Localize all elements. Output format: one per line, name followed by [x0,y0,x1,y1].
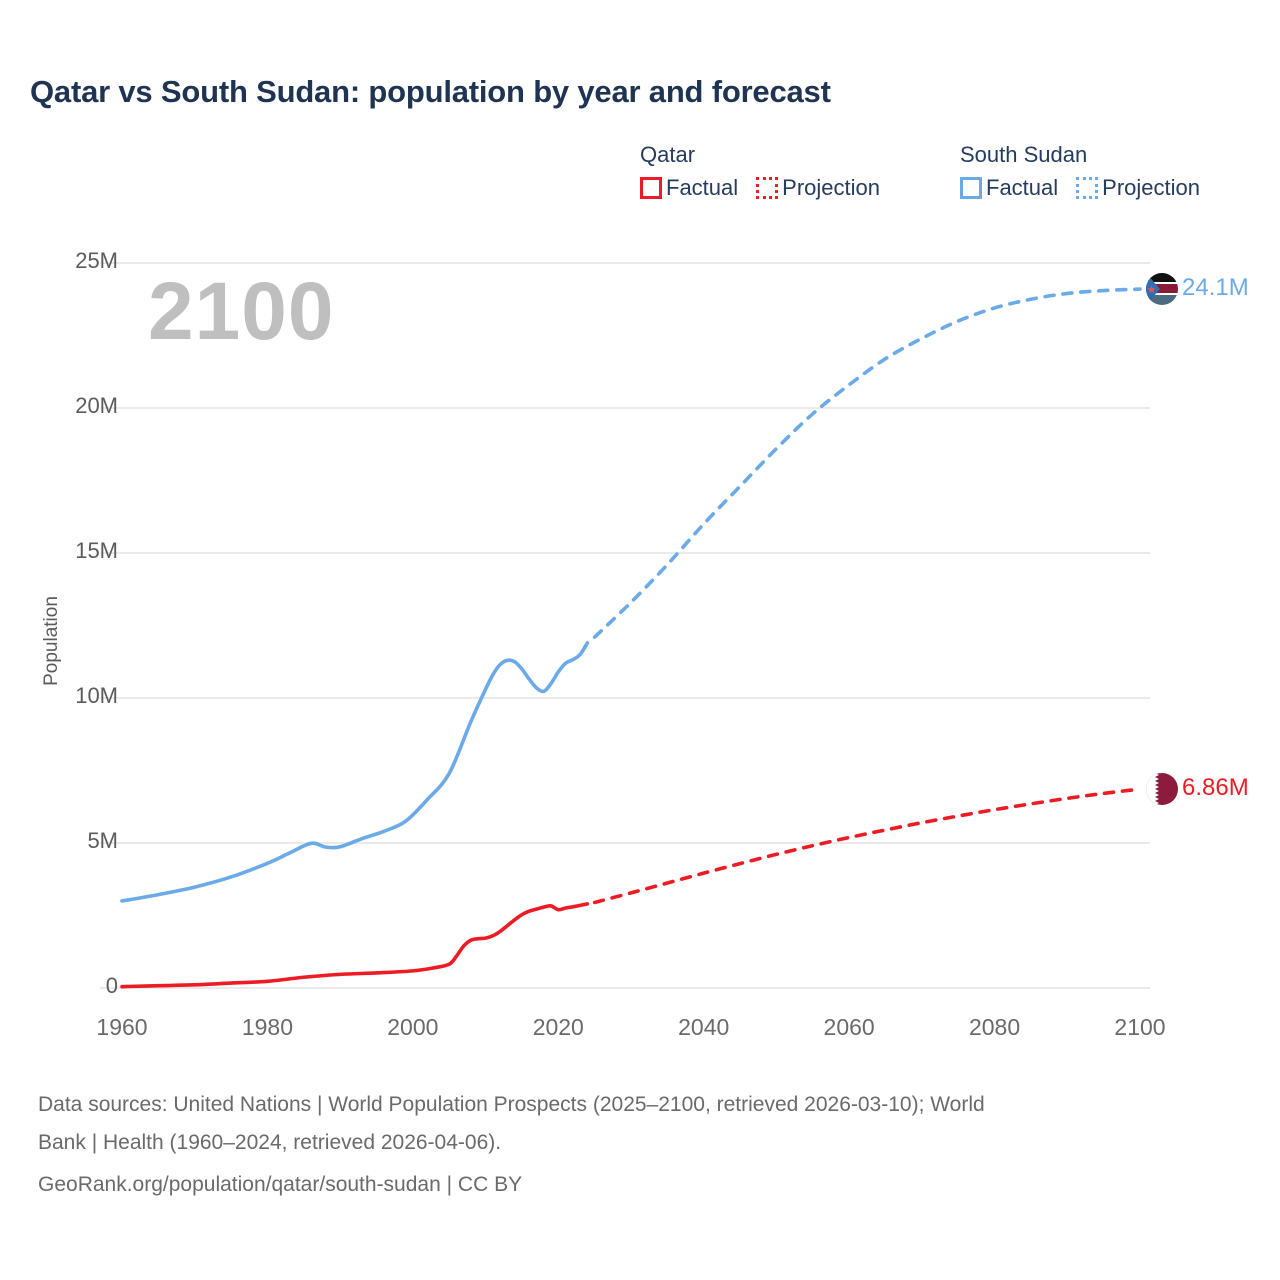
footer-line-3: GeoRank.org/population/qatar/south-sudan… [38,1173,523,1196]
page-title: Qatar vs South Sudan: population by year… [30,74,831,109]
x-axis-tick-label: 2040 [678,1014,730,1040]
qatar-flag-icon [1146,773,1178,806]
legend-label-south-sudan-factual: Factual [986,175,1059,200]
x-axis-tick-label: 1980 [241,1014,293,1040]
legend-swatch-dotted-blue-icon [1076,177,1099,199]
y-axis-tick-label: 25M [75,248,118,273]
footer-line-2: Bank | Health (1960–2024, retrieved 2026… [38,1131,502,1154]
end-label-south-sudan: 24.1M [1182,274,1249,302]
end-label-qatar: 6.86M [1182,774,1249,802]
y-axis-tick-label: 10M [75,683,118,708]
legend-swatch-solid-red-icon [640,177,662,199]
plot-area [100,262,1150,989]
chart-legend: Qatar Factual Projection South Sudan Fac… [640,142,1260,222]
x-axis-tick-label: 2020 [532,1014,584,1040]
line-factual-south-sudan [120,641,590,903]
legend-group-title-south-sudan: South Sudan [960,142,1088,167]
x-axis-tick-label: 2080 [968,1014,1021,1040]
line-factual-qatar [120,902,590,989]
x-axis-tick-label: 2100 [1114,1014,1166,1040]
legend-label-qatar-projection: Projection [782,175,880,200]
line-projection-qatar [592,787,1142,905]
y-axis-tick-label: 5M [87,828,118,853]
legend-label-south-sudan-projection: Projection [1102,175,1200,200]
x-axis-tick-label: 1960 [96,1014,148,1040]
x-axis-tick-label: 2060 [823,1014,875,1040]
line-projection-south-sudan [592,287,1142,639]
year-watermark: 2100 [148,266,335,357]
legend-label-qatar-factual: Factual [666,175,739,200]
legend-item-south-sudan-projection[interactable]: Projection [1076,176,1200,200]
footer-line-1: Data sources: United Nations | World Pop… [38,1093,985,1116]
y-axis-tick-label: 15M [75,538,118,563]
legend-swatch-solid-blue-icon [960,177,982,199]
y-axis-tick-label: 0 [105,973,118,998]
legend-item-qatar-factual[interactable]: Factual [640,176,738,200]
chart-footer: Data sources: United Nations | World Pop… [38,1086,1238,1204]
legend-item-south-sudan-factual[interactable]: Factual [960,176,1058,200]
y-axis-tick-label: 20M [75,393,118,418]
south-sudan-flag-icon [1146,273,1178,306]
legend-group-south-sudan: South Sudan Factual Projection [960,142,1200,200]
legend-group-title-qatar: Qatar [640,142,696,167]
x-axis-tick-label: 2000 [387,1014,439,1040]
legend-group-qatar: Qatar Factual Projection [640,142,880,200]
legend-item-qatar-projection[interactable]: Projection [756,176,880,200]
legend-swatch-dotted-red-icon [756,177,779,199]
